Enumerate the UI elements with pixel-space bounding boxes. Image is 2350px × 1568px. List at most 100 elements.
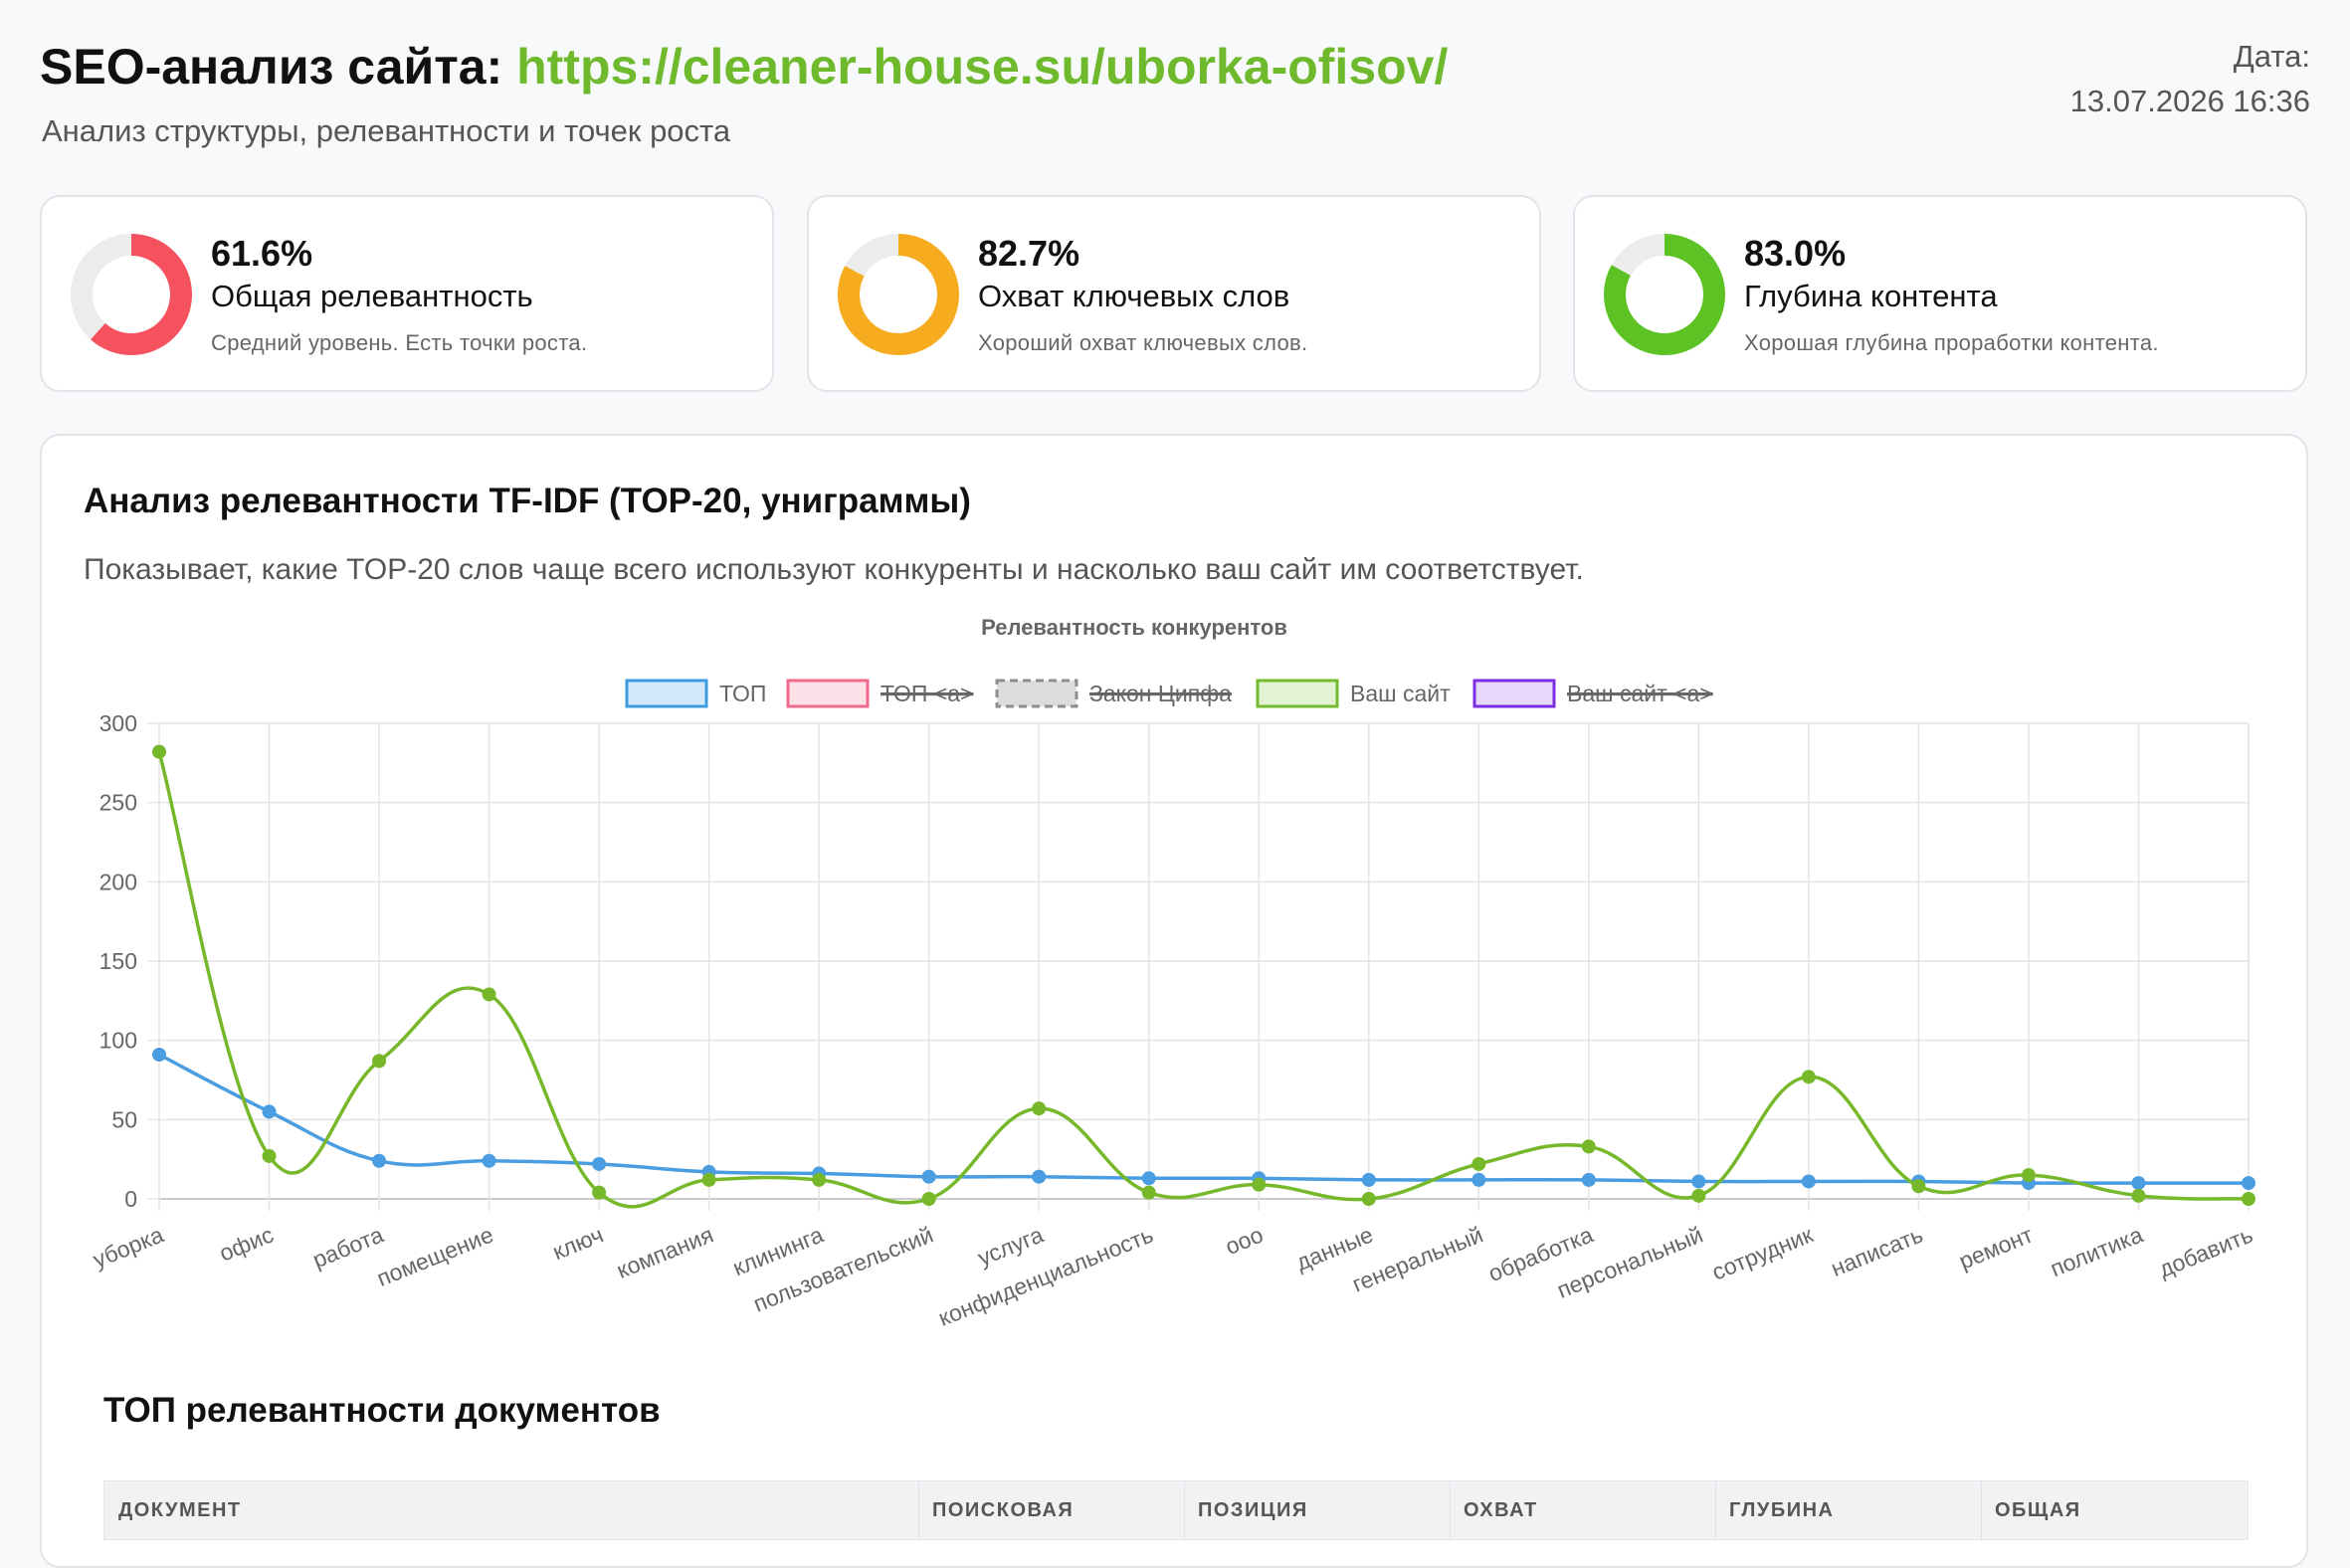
chart-grid: 0 50 100 150 200 250 300: [99, 710, 2250, 1212]
metric-label: Общая релевантность: [211, 279, 533, 313]
metric-card-relevance: 61.6% Общая релевантность Средний уровен…: [40, 195, 774, 392]
x-tick-label: политика: [2047, 1221, 2147, 1281]
x-tick-label: работа: [308, 1221, 387, 1273]
x-tick-label: ооо: [1222, 1222, 1267, 1260]
legend-label: Ваш сайт: [1350, 681, 1451, 706]
data-point[interactable]: [1471, 1172, 1486, 1187]
column-divider: [1715, 1481, 1716, 1541]
report-date: Дата: 13.07.2026 16:36: [2070, 34, 2310, 123]
series-top: [152, 1048, 2255, 1191]
panel-title: Анализ релевантности TF-IDF (TOP-20, уни…: [84, 482, 971, 520]
metric-label: Глубина контента: [1744, 279, 1998, 313]
date-value: 13.07.2026 16:36: [2069, 84, 2310, 118]
metric-value: 82.7%: [978, 233, 1080, 274]
data-point[interactable]: [2242, 1192, 2255, 1206]
relevance-donut: [71, 234, 192, 355]
legend-item[interactable]: Ваш сайт: [1256, 679, 1451, 708]
column-header-document[interactable]: ДОКУМЕНТ: [118, 1499, 242, 1521]
legend-item[interactable]: Ваш сайт <a>: [1472, 679, 1713, 708]
x-tick-label: конфиденциальность: [934, 1222, 1156, 1331]
data-point[interactable]: [1581, 1172, 1596, 1187]
data-point[interactable]: [1032, 1169, 1047, 1184]
data-point[interactable]: [372, 1153, 387, 1168]
data-point[interactable]: [2131, 1176, 2146, 1191]
metric-value: 61.6%: [211, 233, 313, 274]
column-header-depth[interactable]: ГЛУБИНА: [1729, 1499, 1835, 1521]
data-point[interactable]: [592, 1156, 607, 1171]
data-point[interactable]: [812, 1172, 827, 1187]
data-point[interactable]: [1801, 1070, 1816, 1084]
column-header-search[interactable]: ПОИСКОВАЯ: [932, 1499, 1075, 1521]
data-point[interactable]: [1361, 1172, 1376, 1187]
data-point[interactable]: [262, 1148, 277, 1163]
relevance-chart: Релевантность конкурентов ТОП ТОП <a> Закон…: [90, 615, 2256, 1331]
data-point[interactable]: [2131, 1188, 2146, 1203]
data-point[interactable]: [2021, 1168, 2036, 1183]
data-point[interactable]: [482, 987, 496, 1002]
x-tick-label: сотрудник: [1708, 1221, 1818, 1284]
data-point[interactable]: [1252, 1177, 1267, 1192]
column-header-coverage[interactable]: ОХВАТ: [1464, 1499, 1538, 1521]
series-line: [157, 751, 2250, 1209]
y-tick-label: 100: [99, 1028, 137, 1054]
metric-card-coverage: 82.7% Охват ключевых слов Хороший охват …: [807, 195, 1541, 392]
legend-item[interactable]: ТОП: [625, 679, 766, 708]
data-point[interactable]: [1471, 1156, 1486, 1171]
column-header-position[interactable]: ПОЗИЦИЯ: [1198, 1499, 1308, 1521]
y-tick-label: 0: [124, 1186, 137, 1212]
data-point[interactable]: [592, 1185, 607, 1200]
data-point[interactable]: [1691, 1174, 1706, 1189]
x-tick-label: офис: [216, 1222, 278, 1267]
data-point[interactable]: [921, 1169, 936, 1184]
chart-title: Релевантность конкурентов: [981, 615, 1287, 640]
data-point[interactable]: [2242, 1176, 2255, 1191]
data-point[interactable]: [482, 1153, 496, 1168]
chart-legend: ТОП ТОП <a> Закон Ципфа Ваш сайт Ваш сайт <a…: [625, 679, 1713, 708]
donut-value-arc: [838, 234, 959, 355]
legend-item[interactable]: Закон Ципфа: [995, 679, 1232, 708]
y-tick-label: 250: [99, 790, 137, 816]
data-point[interactable]: [1911, 1179, 1926, 1194]
data-point[interactable]: [152, 744, 166, 759]
data-point[interactable]: [152, 1048, 166, 1063]
date-label: Дата:: [2233, 39, 2310, 74]
data-point[interactable]: [372, 1054, 387, 1069]
data-point[interactable]: [262, 1104, 277, 1119]
panel-description: Показывает, какие TOP-20 слов чаще всего…: [84, 553, 1584, 586]
documents-title: ТОП релевантности документов: [103, 1391, 661, 1430]
data-point[interactable]: [1801, 1174, 1816, 1189]
data-point[interactable]: [1361, 1192, 1376, 1206]
column-divider: [1184, 1481, 1185, 1541]
x-tick-label: ремонт: [1955, 1221, 2037, 1274]
column-divider: [1450, 1481, 1451, 1541]
y-tick-label: 50: [111, 1106, 137, 1132]
legend-swatch: [1472, 679, 1556, 708]
page-subtitle: Анализ структуры, релевантности и точек …: [42, 113, 731, 148]
data-point[interactable]: [1141, 1171, 1156, 1186]
data-point[interactable]: [1691, 1188, 1706, 1203]
donut-value-arc: [1604, 234, 1725, 355]
data-point[interactable]: [1032, 1101, 1047, 1116]
x-tick-label: уборка: [90, 1221, 167, 1273]
site-url-link[interactable]: https://cleaner-house.su/uborka-ofisov/: [516, 39, 1449, 95]
metric-value: 83.0%: [1744, 233, 1847, 274]
data-point[interactable]: [921, 1192, 936, 1206]
metric-description: Хороший охват ключевых слов.: [978, 330, 1308, 355]
data-point[interactable]: [701, 1172, 716, 1187]
legend-swatch: [625, 679, 708, 708]
column-header-overall[interactable]: ОБЩАЯ: [1995, 1499, 2081, 1521]
legend-label: ТОП: [719, 681, 766, 706]
x-tick-label: компания: [613, 1222, 716, 1283]
page-header: SEO-анализ сайта: https://cleaner-house.…: [40, 34, 2310, 163]
metric-cards: 61.6% Общая релевантность Средний уровен…: [40, 195, 2308, 394]
data-point[interactable]: [1581, 1139, 1596, 1154]
y-tick-label: 150: [99, 948, 137, 974]
column-divider: [918, 1481, 919, 1541]
metric-description: Хорошая глубина проработки контента.: [1744, 330, 2159, 355]
y-tick-label: 200: [99, 869, 137, 894]
legend-item[interactable]: ТОП <a>: [786, 679, 974, 708]
data-point[interactable]: [1141, 1185, 1156, 1200]
x-tick-label: написать: [1828, 1222, 1927, 1281]
metric-description: Средний уровень. Есть точки роста.: [211, 330, 588, 355]
